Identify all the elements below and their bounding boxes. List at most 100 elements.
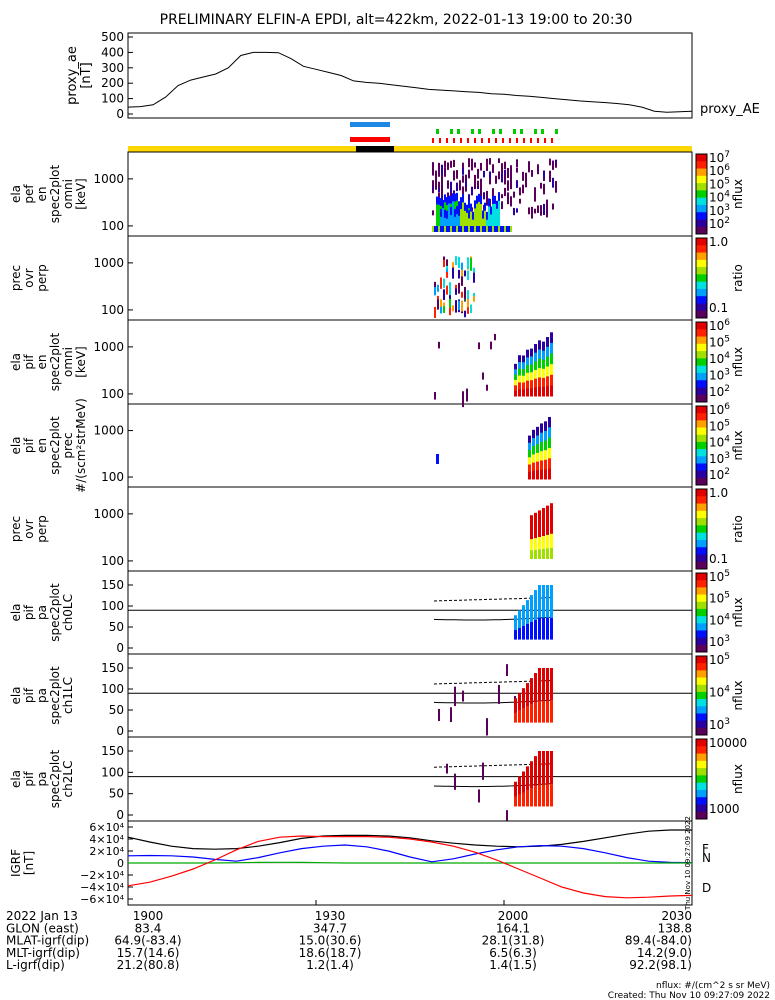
prec-ratio-2-colorbar-segment (696, 561, 707, 570)
pa-ch1-ytick-label: 150 (101, 661, 124, 675)
footer-row-label: L-igrf(dip) (6, 958, 65, 972)
pa-ch2-colorbar-frame (695, 738, 708, 820)
proxy-ae-ytick-label: 100 (101, 92, 124, 106)
collection-mark-red (509, 138, 511, 143)
pef-omni-pixel (506, 226, 508, 232)
pef-omni-pixel (436, 226, 438, 232)
pif-prec-pixel (532, 470, 535, 480)
collection-mark-green (534, 129, 537, 134)
collection-mark-green (520, 129, 523, 134)
pef-omni-pixel (504, 161, 506, 170)
pif-omni-pixel (542, 386, 545, 397)
pef-omni-colorbar-segment (696, 226, 707, 235)
pa-ch2-ylabel: ch2LC (61, 761, 75, 798)
pif-omni-pixel (434, 391, 436, 400)
pef-omni-pixel (498, 192, 500, 201)
prec-ratio-1-pixel (473, 267, 475, 275)
pa-ch2-ytick-label: 150 (101, 744, 124, 758)
pef-omni-pixel (441, 182, 443, 194)
pa-ch2-pixel (526, 790, 529, 807)
pef-omni-pixel (498, 171, 500, 180)
pa-ch2-ylabel: ela (9, 770, 23, 788)
prec-ratio-2-pixel (550, 533, 553, 548)
pef-omni-pixel (507, 192, 509, 205)
pef-omni-pixel (452, 201, 454, 230)
prec-ratio-1-pixel (458, 269, 460, 279)
pef-omni-pixel (471, 161, 473, 171)
proxy-ae-line (127, 51, 693, 113)
pa-ch2-colorbar-label: nflux (731, 764, 745, 794)
daylight-band (128, 146, 692, 152)
prec-ratio-1-ytick-label: 1000 (93, 256, 124, 270)
footer-created: Created: Thu Nov 10 09:27:09 2022 (608, 991, 770, 1000)
pif-prec-colorbar-segment (696, 456, 707, 464)
pef-omni-pixel (480, 178, 482, 190)
pef-omni-pixel (477, 180, 479, 187)
pif-omni-pixel (550, 353, 553, 365)
pif-omni-pixel (490, 341, 492, 350)
pif-prec-pixel (540, 469, 543, 480)
collection-mark-green (478, 129, 481, 134)
pef-omni-pixel (516, 159, 518, 168)
pef-omni-pixel (483, 171, 485, 178)
prec-ratio-1-pixel (440, 277, 442, 289)
prec-ratio-1-pixel (437, 299, 439, 310)
footer-row-label: 2022 Jan 13 (6, 909, 78, 923)
pif-omni-pixel (462, 391, 464, 408)
pif-omni-pixel (534, 387, 537, 397)
pif-prec-ytick-label: 1000 (93, 424, 124, 438)
prec-ratio-1-ytick-label: 100 (101, 303, 124, 317)
proxy-ae-ytick-label: 300 (101, 61, 124, 75)
pif-omni-colorbar-segment (696, 351, 707, 359)
pa-ch1-ylabel: pa (35, 688, 49, 703)
plot-title: PRELIMINARY ELFIN-A EPDI, alt=422km, 202… (160, 12, 633, 28)
pif-prec-colorbar-segment (696, 427, 707, 436)
pa-ch1-pixel (522, 708, 525, 723)
pif-omni-ytick-label: 100 (101, 387, 124, 401)
prec-ratio-1-pixel (473, 296, 475, 302)
pif-prec-pixel (528, 435, 531, 444)
pa-ch2-ylabel: spec2plot (48, 749, 62, 808)
pef-omni-pixel (531, 206, 533, 219)
pa-ch2-pixel (522, 792, 525, 807)
pa-ch0-ylabel: ela (9, 603, 23, 621)
prec-ratio-2-colorbar-tick: 0.1 (709, 552, 728, 566)
collection-mark-green (492, 129, 495, 134)
pef-omni-pixel (501, 164, 503, 171)
pef-omni-pixel (435, 170, 437, 182)
prec-ratio-2-colorbar-segment (696, 532, 707, 541)
pa-ch0-colorbar-segment (696, 630, 707, 639)
igrf-ytick-label: 6×10⁴ (89, 821, 124, 834)
pa-ch0-pixel (538, 617, 541, 640)
pef-omni-pixel (555, 163, 557, 168)
igrf-ylabel: [nT] (22, 851, 36, 875)
prec-ratio-2-colorbar-segment (696, 525, 707, 534)
pef-omni-pixel (516, 167, 518, 173)
pif-omni-colorbar-frame (695, 321, 708, 403)
pa-ch2-colorbar-tick: 10000 (709, 736, 747, 750)
pa-ch2-ytick-label: 50 (109, 787, 124, 801)
prec-ratio-1-pixel (440, 299, 442, 311)
pif-omni-pixel (486, 384, 488, 391)
pif-prec-colorbar-segment (696, 406, 707, 414)
pef-omni-colorbar-frame (695, 153, 708, 235)
prec-ratio-1-pixel (452, 267, 454, 279)
pif-omni-colorbar-segment (696, 394, 707, 403)
pef-omni-pixel (440, 216, 442, 230)
footer-row-value: 1.2(1.4) (306, 958, 354, 972)
pef-omni-pixel (450, 185, 452, 193)
pif-omni-pixel (526, 349, 529, 358)
prec-ratio-2-colorbar-segment (696, 539, 707, 548)
pa-ch0-pixel (542, 617, 545, 640)
igrf-ytick-label: 0 (117, 857, 124, 870)
pif-prec-pixel (528, 471, 531, 480)
pa-ch1-colorbar-tick: 103 (709, 717, 730, 732)
prec-ratio-1-pixel (455, 256, 457, 266)
prec-ratio-1-pixel (455, 300, 457, 313)
pef-omni-pixel (552, 177, 554, 188)
pa-ch0-colorbar-segment (696, 644, 707, 653)
prec-ratio-2-colorbar-segment (696, 554, 707, 563)
pef-omni-pixel (528, 161, 530, 173)
pef-omni-pixel (501, 194, 503, 199)
pef-omni-pixel (454, 193, 456, 202)
